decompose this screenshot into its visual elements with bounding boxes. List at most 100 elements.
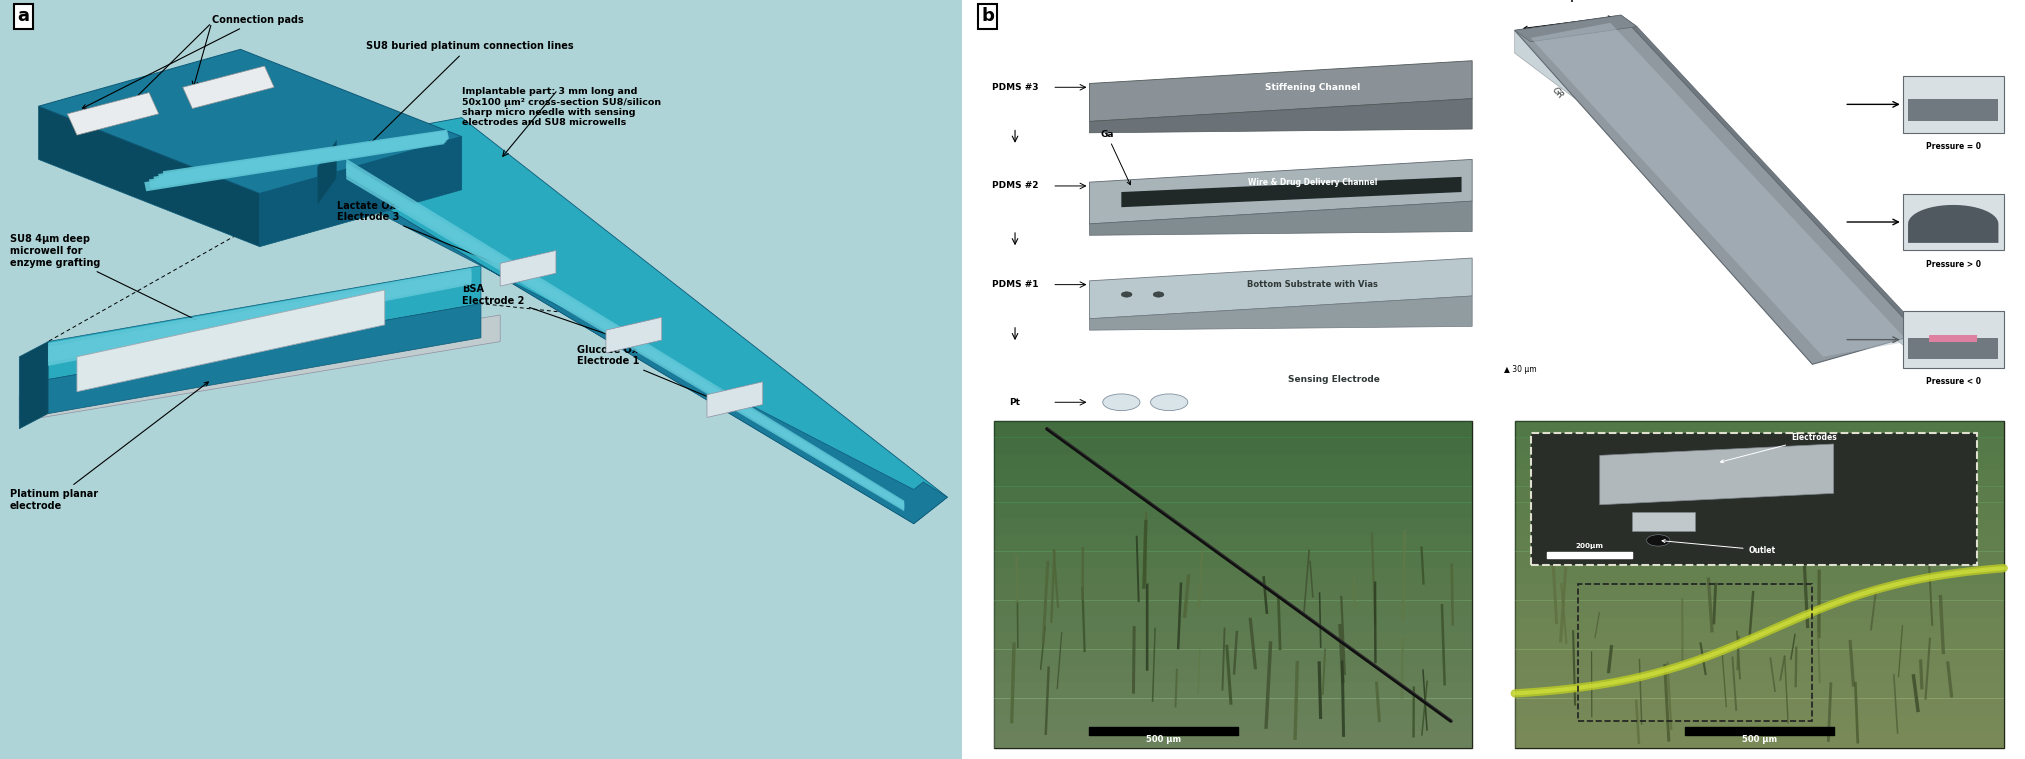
Bar xyxy=(994,453,1472,470)
Polygon shape xyxy=(1089,159,1472,224)
Polygon shape xyxy=(49,268,472,351)
Bar xyxy=(994,470,1472,487)
Text: b: b xyxy=(980,8,994,25)
Text: Pt: Pt xyxy=(1010,398,1021,407)
Bar xyxy=(1515,584,2005,601)
Bar xyxy=(1515,421,2005,748)
Polygon shape xyxy=(77,290,385,392)
Bar xyxy=(1515,519,2005,536)
Ellipse shape xyxy=(1104,394,1140,411)
Polygon shape xyxy=(1089,258,1472,319)
Bar xyxy=(1908,338,1999,359)
Text: PDMS #3: PDMS #3 xyxy=(992,83,1039,92)
Polygon shape xyxy=(336,118,948,524)
Bar xyxy=(994,420,1472,437)
Polygon shape xyxy=(1600,444,1835,505)
Polygon shape xyxy=(1089,201,1472,235)
Bar xyxy=(994,421,1472,748)
Ellipse shape xyxy=(1154,291,1164,297)
Text: Pressure > 0: Pressure > 0 xyxy=(1926,260,1980,269)
Polygon shape xyxy=(1515,30,1920,357)
Text: Connection pads: Connection pads xyxy=(83,14,304,109)
Bar xyxy=(1515,453,2005,470)
Polygon shape xyxy=(20,342,49,429)
Polygon shape xyxy=(49,266,482,380)
Bar xyxy=(994,551,1472,568)
Bar xyxy=(994,731,1472,748)
Text: a: a xyxy=(18,8,28,25)
Polygon shape xyxy=(162,130,450,181)
Polygon shape xyxy=(49,275,472,362)
Text: GR: GR xyxy=(1549,86,1565,101)
Text: 500 μm: 500 μm xyxy=(1742,735,1776,745)
Bar xyxy=(1515,715,2005,732)
Polygon shape xyxy=(1515,15,1636,42)
Text: Sensing Electrode: Sensing Electrode xyxy=(1288,375,1379,384)
Polygon shape xyxy=(158,131,448,183)
Bar xyxy=(1515,600,2005,617)
Bar xyxy=(1515,568,2005,584)
Polygon shape xyxy=(38,49,462,194)
Text: BSA
Electrode 2: BSA Electrode 2 xyxy=(462,284,632,343)
Bar xyxy=(1904,194,2003,250)
Text: Wire & Drug Delivery Channel: Wire & Drug Delivery Channel xyxy=(1247,178,1377,187)
Text: 500 μm: 500 μm xyxy=(1146,735,1181,745)
Polygon shape xyxy=(1620,15,1934,345)
Text: SU8 4μm deep
microwell for
enzyme grafting: SU8 4μm deep microwell for enzyme grafti… xyxy=(10,235,237,340)
Polygon shape xyxy=(346,159,903,507)
Polygon shape xyxy=(1531,23,1908,357)
Text: Lactate Ox
Electrode 3: Lactate Ox Electrode 3 xyxy=(336,200,524,276)
Polygon shape xyxy=(1089,61,1472,121)
Bar xyxy=(1515,486,2005,502)
Bar xyxy=(1904,311,2003,368)
Bar xyxy=(994,486,1472,502)
Bar xyxy=(994,616,1472,633)
Polygon shape xyxy=(67,93,158,135)
Bar xyxy=(1515,698,2005,715)
Bar xyxy=(994,502,1472,519)
Bar xyxy=(1515,420,2005,437)
Polygon shape xyxy=(346,170,903,512)
Bar xyxy=(1515,551,2005,568)
Polygon shape xyxy=(259,137,462,247)
Text: Bottom Substrate with Vias: Bottom Substrate with Vias xyxy=(1247,280,1379,289)
Bar xyxy=(994,519,1472,536)
Text: Pressure = 0: Pressure = 0 xyxy=(1926,142,1980,151)
Text: Stiffening Channel: Stiffening Channel xyxy=(1266,83,1361,92)
Polygon shape xyxy=(144,135,443,191)
Text: Pressure < 0: Pressure < 0 xyxy=(1926,377,1980,386)
Polygon shape xyxy=(605,317,662,353)
Polygon shape xyxy=(49,270,472,354)
Polygon shape xyxy=(49,272,472,358)
Ellipse shape xyxy=(1122,291,1132,297)
Bar xyxy=(994,633,1472,650)
Bar xyxy=(994,437,1472,454)
Polygon shape xyxy=(154,132,448,186)
Polygon shape xyxy=(1908,205,1999,243)
Bar xyxy=(1515,649,2005,666)
Text: 200μm: 200μm xyxy=(1575,543,1604,549)
Bar xyxy=(994,584,1472,601)
Polygon shape xyxy=(318,140,336,205)
Text: ▲ 30 μm: ▲ 30 μm xyxy=(1505,365,1537,374)
Bar xyxy=(1515,666,2005,682)
Polygon shape xyxy=(1122,177,1462,207)
Bar xyxy=(1531,433,1976,565)
Polygon shape xyxy=(346,162,903,509)
Polygon shape xyxy=(49,304,482,414)
Text: Platinum planar
electrode: Platinum planar electrode xyxy=(10,382,209,511)
Bar xyxy=(1515,731,2005,748)
Text: PDMS #1: PDMS #1 xyxy=(992,280,1039,289)
Bar xyxy=(994,535,1472,552)
Polygon shape xyxy=(346,166,903,510)
Bar xyxy=(1904,76,2003,133)
Polygon shape xyxy=(707,382,763,417)
Text: Implantable part: 3 mm long and
50x100 μm² cross-section SU8/silicon
sharp micro: Implantable part: 3 mm long and 50x100 μ… xyxy=(462,87,660,128)
Bar xyxy=(1632,512,1695,531)
Text: Ga: Ga xyxy=(1100,130,1130,184)
Bar xyxy=(994,666,1472,682)
Bar xyxy=(1515,535,2005,552)
Polygon shape xyxy=(1515,15,1920,364)
Text: Glucose Ox
Electrode 1: Glucose Ox Electrode 1 xyxy=(577,345,733,407)
Bar xyxy=(1515,633,2005,650)
